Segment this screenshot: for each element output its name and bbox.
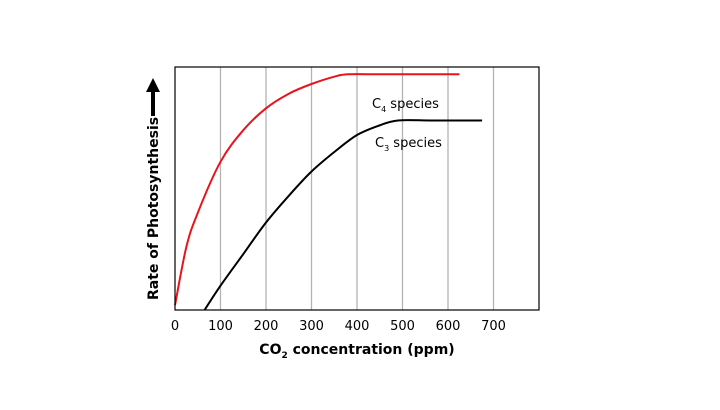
y-axis-title: Rate of Photosynthesis <box>146 117 162 300</box>
x-axis-title-prefix: CO <box>259 342 281 358</box>
grid-layer <box>219 67 495 310</box>
x-axis-title-suffix: concentration (ppm) <box>288 342 455 358</box>
x-tick-label-400: 400 <box>345 319 370 334</box>
plot-frame <box>174 66 540 311</box>
x-tick-label-500: 500 <box>390 319 415 334</box>
x-tick-label-700: 700 <box>481 319 506 334</box>
x-axis-title: CO2 concentration (ppm) <box>259 342 454 361</box>
axis-titles: CO2 concentration (ppm) Rate of Photosyn… <box>146 78 455 361</box>
x-axis-title-sub: 2 <box>281 351 287 361</box>
x-tick-label-200: 200 <box>254 319 279 334</box>
x-tick-label-300: 300 <box>299 319 324 334</box>
series-label-c4-species: C4 species <box>372 97 439 114</box>
tick-layer: 0 100 200 300 400 500 600 700 <box>171 319 506 334</box>
series-layer <box>174 73 483 311</box>
series-line-c3-species <box>203 119 483 311</box>
series-line-c4-species <box>174 73 460 306</box>
x-tick-label-0: 0 <box>171 319 179 334</box>
y-axis-up-arrow-icon <box>146 78 160 116</box>
series-label-c3-species: C3 species <box>375 136 442 153</box>
x-tick-label-600: 600 <box>436 319 461 334</box>
label-layer: C4 species C3 species <box>372 97 442 153</box>
x-tick-label-100: 100 <box>208 319 233 334</box>
